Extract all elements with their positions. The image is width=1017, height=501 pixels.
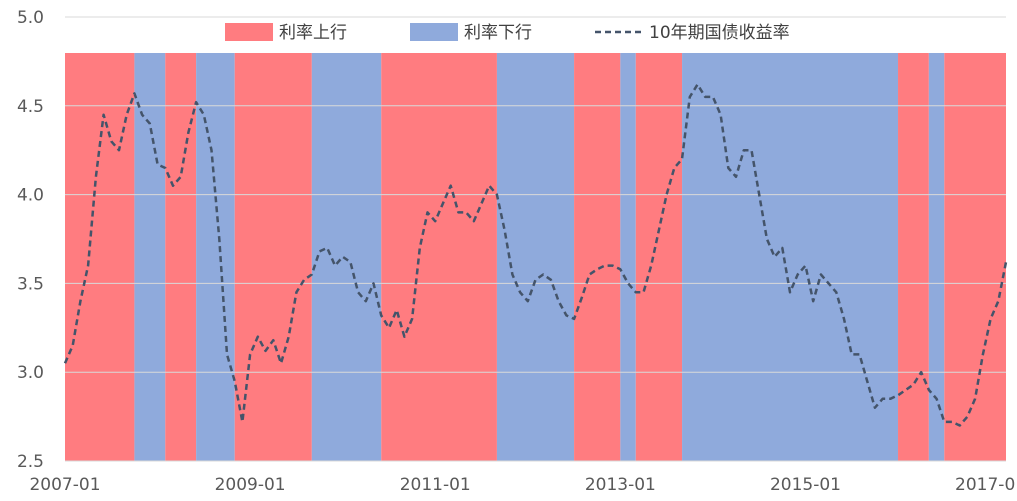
x-axis-ticks: 2007-01 2009-01 2011-01 2013-01 2015-01 2017-… — [29, 475, 1017, 495]
x-tick-label: 2015-01 — [770, 475, 841, 495]
regime-band-up — [381, 53, 497, 461]
y-tick-label: 4.0 — [17, 186, 44, 206]
x-tick-label: 2007-01 — [29, 475, 100, 495]
regime-band-up — [234, 53, 312, 461]
regime-band-down — [134, 53, 166, 461]
x-tick-label: 2009-01 — [215, 475, 286, 495]
series-line-10y-yield — [63, 83, 1008, 427]
regime-band-up — [165, 53, 197, 461]
regime-band-up — [65, 53, 135, 461]
legend-label-up: 利率上行 — [279, 23, 347, 43]
legend: 利率上行 利率下行 10年期国债收益率 — [225, 23, 790, 43]
x-tick-label: 2011-01 — [400, 475, 471, 495]
regime-band-down — [928, 53, 945, 461]
legend-swatch-down — [410, 23, 458, 41]
regime-band-down — [682, 53, 899, 461]
y-axis-ticks: 2.5 3.0 3.5 4.0 4.5 5.0 — [17, 8, 44, 472]
legend-label-line: 10年期国债收益率 — [649, 23, 790, 43]
regime-band-up — [574, 53, 621, 461]
y-tick-label: 3.0 — [17, 363, 44, 383]
regime-band-down — [311, 53, 382, 461]
y-tick-label: 2.5 — [17, 452, 44, 472]
y-tick-label: 3.5 — [17, 274, 44, 294]
x-tick-label: 2013-01 — [585, 475, 656, 495]
y-tick-label: 5.0 — [17, 8, 44, 28]
regime-band-down — [620, 53, 636, 461]
regime-band-up — [635, 53, 683, 461]
y-tick-label: 4.5 — [17, 97, 44, 117]
regime-band-up — [898, 53, 929, 461]
legend-label-down: 利率下行 — [464, 23, 532, 43]
regime-bands — [65, 53, 1006, 461]
regime-band-down — [196, 53, 235, 461]
legend-swatch-up — [225, 23, 273, 41]
series-layer — [63, 83, 1008, 427]
x-tick-label: 2017-01 — [955, 475, 1017, 495]
